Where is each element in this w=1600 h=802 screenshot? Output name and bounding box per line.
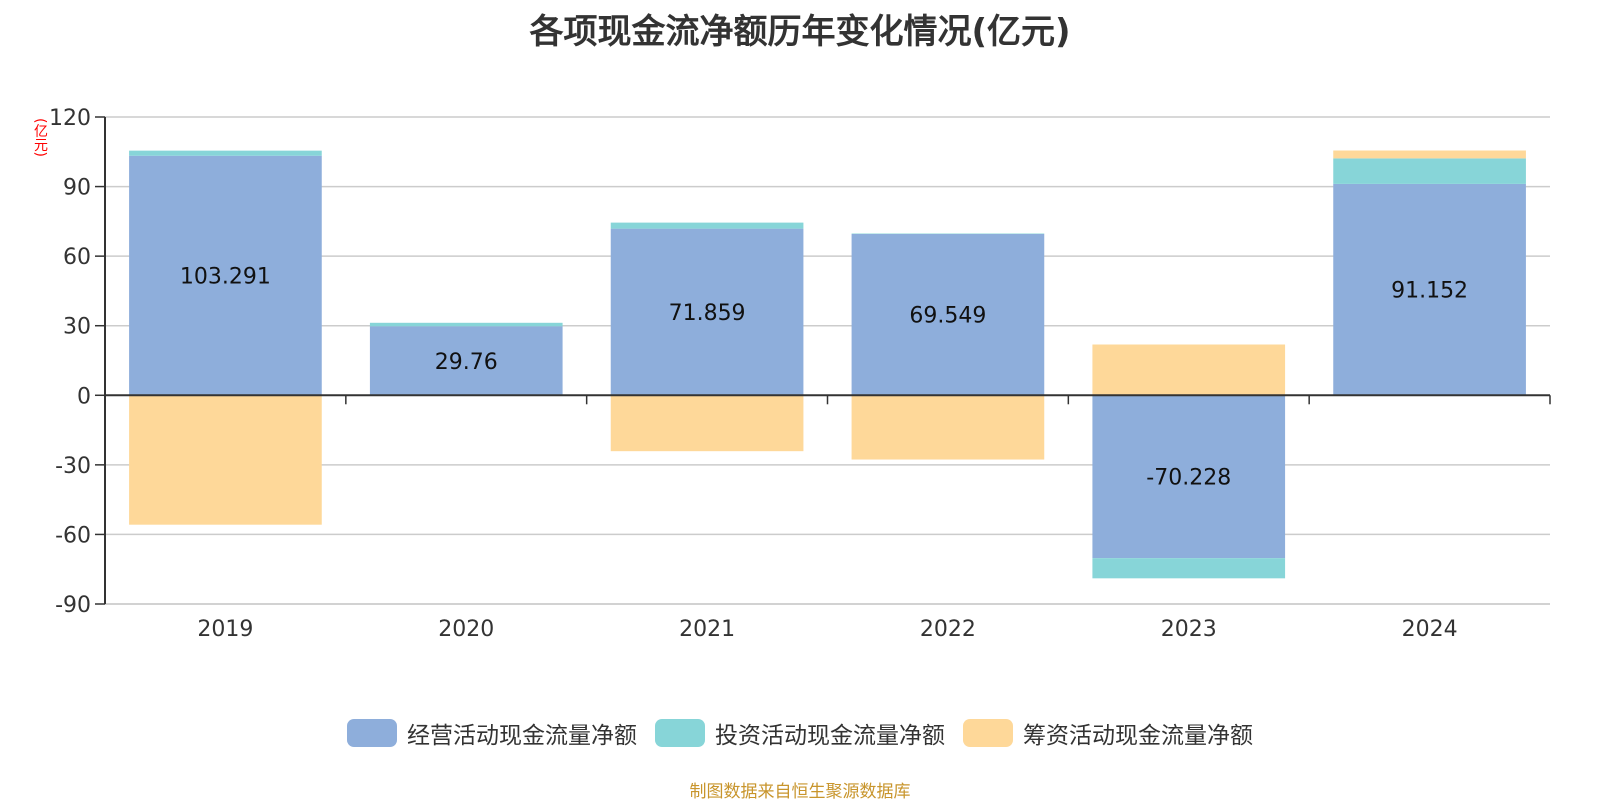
bar-segment[interactable] <box>1092 558 1285 578</box>
y-tick-label: -60 <box>55 523 91 548</box>
bar-segment[interactable] <box>129 395 322 524</box>
bar-segment[interactable] <box>370 323 563 326</box>
bar-segment[interactable] <box>129 151 322 156</box>
bar-segment[interactable] <box>1092 344 1285 395</box>
bar-segment[interactable] <box>611 395 804 451</box>
y-tick-label: 60 <box>63 245 91 270</box>
legend-swatch-investing <box>655 719 705 747</box>
bar-series <box>129 151 1526 579</box>
x-tick-label: 2023 <box>1161 617 1217 642</box>
x-tick-label: 2019 <box>197 617 253 642</box>
bar-segment[interactable] <box>1333 151 1526 159</box>
y-tick-label: 90 <box>63 176 91 201</box>
bar-segment[interactable] <box>1333 158 1526 184</box>
y-tick-label: -30 <box>55 454 91 479</box>
bar-value-label: 91.152 <box>1391 279 1468 304</box>
legend-item-financing[interactable]: 筹资活动现金流量净额 <box>963 716 1253 750</box>
legend-swatch-operating <box>347 719 397 747</box>
data-source-note: 制图数据来自恒生聚源数据库 <box>0 782 1600 802</box>
bar-value-label: -70.228 <box>1146 466 1231 491</box>
bar-segment[interactable] <box>611 223 804 229</box>
bar-value-label: 69.549 <box>909 304 986 329</box>
legend-item-investing[interactable]: 投资活动现金流量净额 <box>655 716 945 750</box>
legend-label-investing: 投资活动现金流量净额 <box>715 716 945 750</box>
bar-value-label: 103.291 <box>180 265 271 290</box>
x-tick-label: 2021 <box>679 617 735 642</box>
y-tick-label: -90 <box>55 593 91 618</box>
legend-item-operating[interactable]: 经营活动现金流量净额 <box>347 716 637 750</box>
bar-chart: 120 90 60 30 0 -30 -60 -90 2019 2020 2021 2022 2023… <box>0 0 1600 700</box>
bar-value-label: 29.76 <box>435 350 498 375</box>
x-tick-label: 2020 <box>438 617 494 642</box>
bar-segment[interactable] <box>852 395 1045 459</box>
legend-label-operating: 经营活动现金流量净额 <box>407 716 637 750</box>
legend-swatch-financing <box>963 719 1013 747</box>
legend-label-financing: 筹资活动现金流量净额 <box>1023 716 1253 750</box>
y-axis: 120 90 60 30 0 -30 -60 -90 <box>49 106 105 618</box>
legend: 经营活动现金流量净额 投资活动现金流量净额 筹资活动现金流量净额 <box>0 716 1600 750</box>
y-tick-label: 120 <box>49 106 91 131</box>
x-tick-label: 2024 <box>1402 617 1458 642</box>
x-tick-label: 2022 <box>920 617 976 642</box>
bar-value-label: 71.859 <box>669 301 746 326</box>
y-tick-label: 0 <box>77 384 91 409</box>
y-tick-label: 30 <box>63 315 91 340</box>
